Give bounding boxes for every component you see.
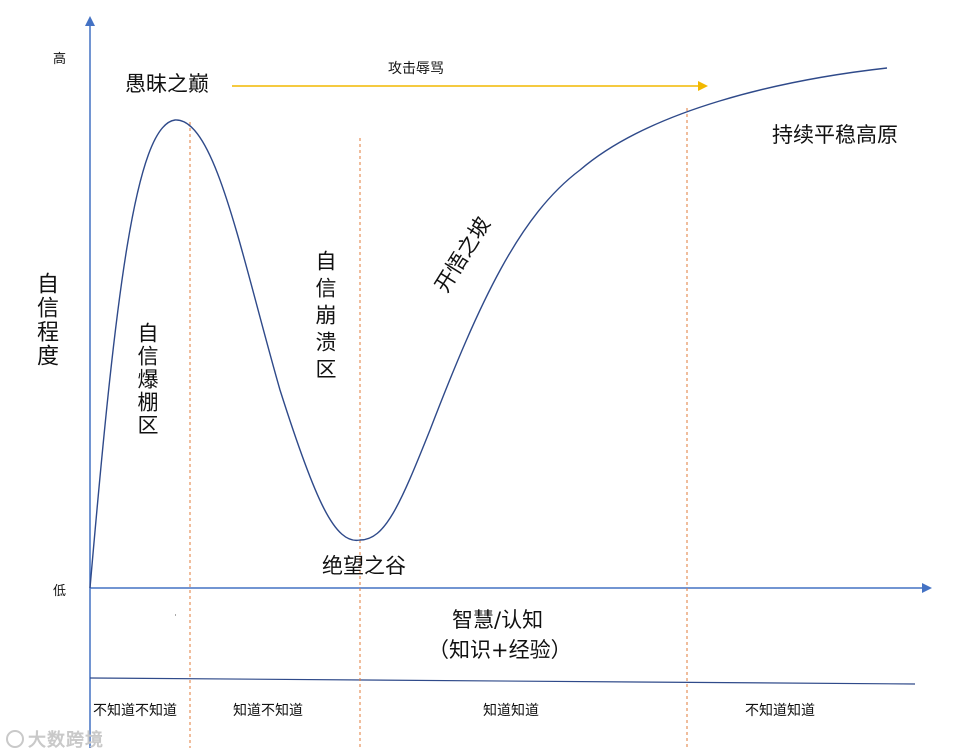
confidence-collapse-label: 自信崩溃区 — [313, 250, 337, 385]
zone-label-2: 知道不知道 — [233, 703, 303, 719]
y-high-label: 高 — [53, 52, 67, 67]
y-axis-title: 自信程度 — [33, 272, 58, 368]
arrow-label: 攻击辱骂 — [388, 61, 444, 77]
watermark-text: 大数跨境 — [28, 730, 104, 751]
x-axis-title: 智慧/认知 — [452, 608, 544, 632]
y-low-label: 低 — [53, 584, 67, 599]
zone-separator-line — [89, 677, 916, 685]
x-axis-subtitle: （知识+经验） — [428, 638, 572, 662]
confidence-curve — [89, 67, 888, 589]
plateau-label: 持续平稳高原 — [772, 123, 898, 147]
watermark-icon — [6, 730, 24, 748]
zone-label-1: 不知道不知道 — [93, 703, 177, 719]
zone-label-4: 不知道知道 — [745, 703, 815, 719]
confidence-boom-label: 自信爆棚区 — [135, 322, 159, 437]
peak-label: 愚昧之巅 — [125, 72, 209, 96]
valley-label: 绝望之谷 — [322, 554, 406, 578]
zone-label-3: 知道知道 — [483, 703, 539, 719]
watermark-logo: 大数跨境 — [6, 726, 104, 752]
